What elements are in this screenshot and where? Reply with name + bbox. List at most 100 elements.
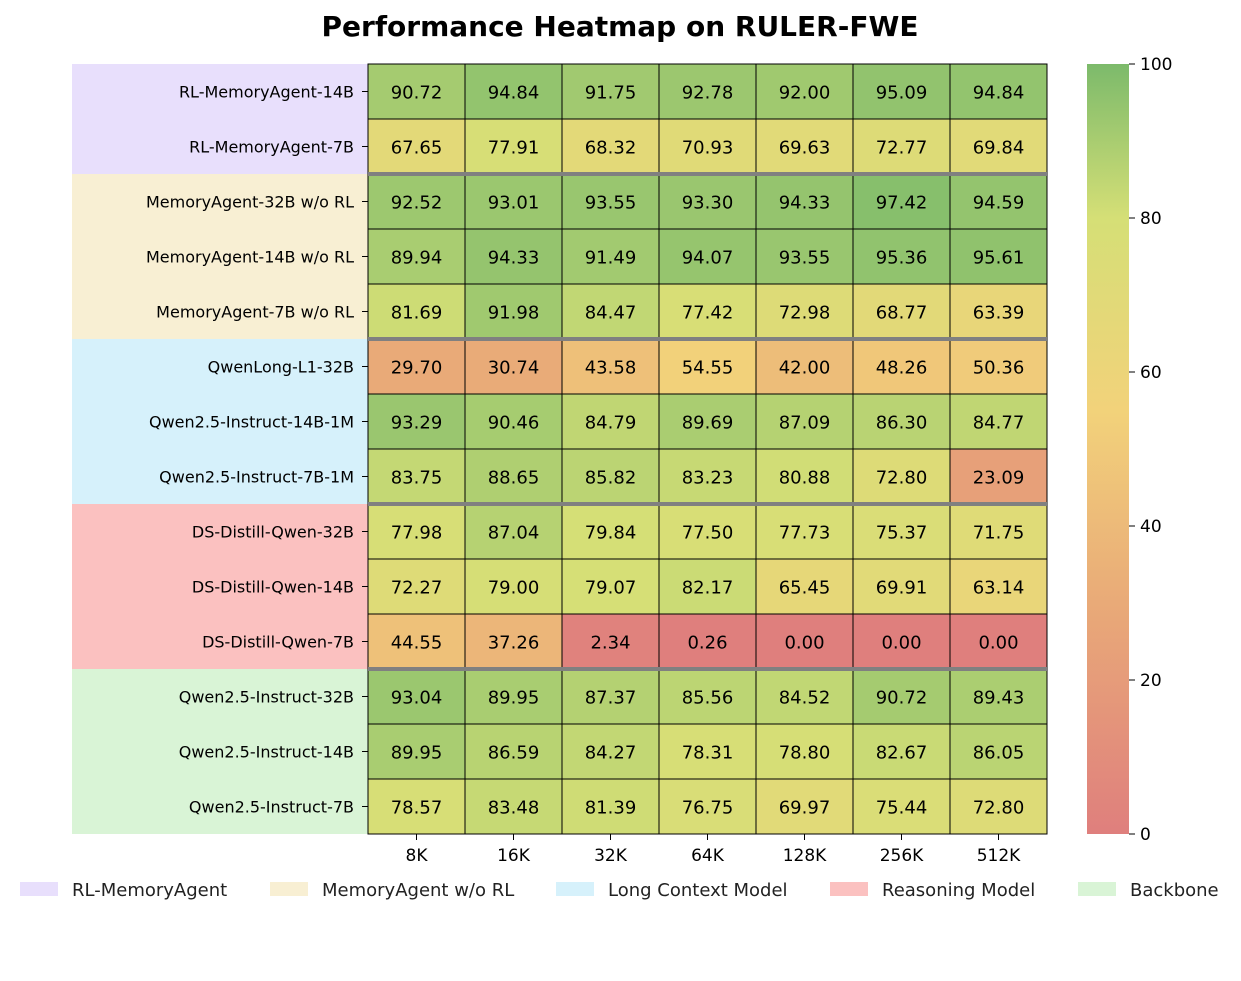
heatmap-cell [561, 778, 660, 835]
heatmap-cell [367, 283, 466, 340]
heatmap-cell [755, 503, 854, 560]
cell-value-label: 23.09 [973, 468, 1025, 489]
heatmap-cell [755, 283, 854, 340]
cell-value-label: 77.91 [488, 138, 540, 159]
column-label: 256K [880, 846, 924, 866]
heatmap-cell [367, 338, 466, 395]
cell-value-label: 91.75 [585, 83, 637, 104]
row-label: MemoryAgent-14B w/o RL [146, 248, 354, 267]
heatmap-cell [561, 613, 660, 670]
heatmap-cell [755, 558, 854, 615]
row-labels: RL-MemoryAgent-14B RL-MemoryAgent-7B Memor… [146, 83, 368, 817]
heatmap-cell [755, 118, 854, 175]
cell-value-label: 94.33 [488, 248, 540, 269]
heatmap-cell [367, 778, 466, 835]
cell-value-label: 83.75 [391, 468, 443, 489]
cell-value-label: 89.94 [391, 248, 443, 269]
cell-value-label: 89.95 [488, 688, 540, 709]
heatmap-cell [852, 173, 951, 230]
legend: RL-MemoryAgent MemoryAgent w/o RL Long Con… [20, 880, 1219, 901]
column-label: 32K [594, 846, 628, 866]
heatmap-cell [464, 173, 563, 230]
cell-value-label: 80.88 [779, 468, 831, 489]
cell-value-label: 90.46 [488, 413, 540, 434]
row-label: Qwen2.5-Instruct-7B [189, 798, 354, 817]
heatmap-cell [949, 613, 1048, 670]
colorbar-tick-label: 0 [1140, 825, 1151, 845]
legend-swatch [270, 882, 308, 896]
legend-label: Reasoning Model [882, 880, 1035, 901]
heatmap-cell [561, 173, 660, 230]
cell-value-label: 79.00 [488, 578, 540, 599]
heatmap-cell [658, 668, 757, 725]
cell-value-label: 83.48 [488, 798, 540, 819]
heatmap-cell [852, 338, 951, 395]
cell-value-label: 85.82 [585, 468, 637, 489]
cell-value-label: 78.57 [391, 798, 443, 819]
cell-value-label: 84.27 [585, 743, 637, 764]
cell-value-label: 29.70 [391, 358, 443, 379]
column-label: 16K [497, 846, 531, 866]
cell-value-label: 79.07 [585, 578, 637, 599]
cell-value-label: 92.52 [391, 193, 443, 214]
cell-value-label: 84.77 [973, 413, 1025, 434]
row-label: Qwen2.5-Instruct-7B-1M [159, 468, 354, 487]
cell-value-label: 89.69 [682, 413, 734, 434]
cell-value-label: 72.80 [876, 468, 928, 489]
heatmap-cell [561, 338, 660, 395]
cell-value-label: 78.31 [682, 743, 734, 764]
heatmap-cell [949, 283, 1048, 340]
cell-value-label: 0.00 [881, 633, 921, 654]
row-group-band-0 [72, 64, 368, 174]
cell-value-label: 94.33 [779, 193, 831, 214]
heatmap-cell [367, 558, 466, 615]
cell-value-label: 86.30 [876, 413, 928, 434]
cell-value-label: 69.84 [973, 138, 1025, 159]
row-label: RL-MemoryAgent-14B [179, 83, 354, 102]
heatmap-cell [561, 558, 660, 615]
legend-label: MemoryAgent w/o RL [322, 880, 514, 901]
colorbar: 0 20 40 60 80 100 [1087, 55, 1172, 845]
cell-value-label: 72.77 [876, 138, 928, 159]
row-group-band-3 [72, 504, 368, 669]
cell-value-label: 94.84 [488, 83, 540, 104]
cell-value-label: 92.00 [779, 83, 831, 104]
row-label: DS-Distill-Qwen-7B [202, 633, 354, 652]
cell-value-label: 89.43 [973, 688, 1025, 709]
colorbar-tick-label: 100 [1140, 55, 1172, 75]
cell-value-label: 75.44 [876, 798, 928, 819]
cell-value-label: 90.72 [876, 688, 928, 709]
column-label: 8K [406, 846, 429, 866]
cell-value-label: 43.58 [585, 358, 637, 379]
legend-swatch [1078, 882, 1116, 896]
group-separators [368, 172, 1047, 671]
cell-value-label: 89.95 [391, 743, 443, 764]
cell-value-label: 63.14 [973, 578, 1025, 599]
cell-value-label: 0.00 [978, 633, 1018, 654]
heatmap-cell [561, 448, 660, 505]
cell-value-label: 93.29 [391, 413, 443, 434]
cell-value-label: 90.72 [391, 83, 443, 104]
colorbar-tick-label: 20 [1140, 671, 1162, 691]
heatmap-cell [658, 448, 757, 505]
heatmap-cell [755, 338, 854, 395]
cell-value-label: 92.78 [682, 83, 734, 104]
heatmap-cell [852, 228, 951, 285]
row-label: MemoryAgent-32B w/o RL [146, 193, 354, 212]
cell-value-label: 84.79 [585, 413, 637, 434]
cell-value-label: 30.74 [488, 358, 540, 379]
cell-value-label: 69.91 [876, 578, 928, 599]
cell-value-label: 71.75 [973, 523, 1025, 544]
colorbar-tick-label: 80 [1140, 209, 1162, 229]
cell-value-label: 88.65 [488, 468, 540, 489]
heatmap-cell [949, 503, 1048, 560]
cell-value-label: 2.34 [590, 633, 630, 654]
heatmap-cell [464, 558, 563, 615]
heatmap-cell [561, 723, 660, 780]
colorbar-gradient [1087, 64, 1129, 834]
cell-value-label: 93.30 [682, 193, 734, 214]
cell-value-label: 68.32 [585, 138, 637, 159]
cell-value-label: 86.59 [488, 743, 540, 764]
legend-label: Backbone [1130, 880, 1219, 901]
